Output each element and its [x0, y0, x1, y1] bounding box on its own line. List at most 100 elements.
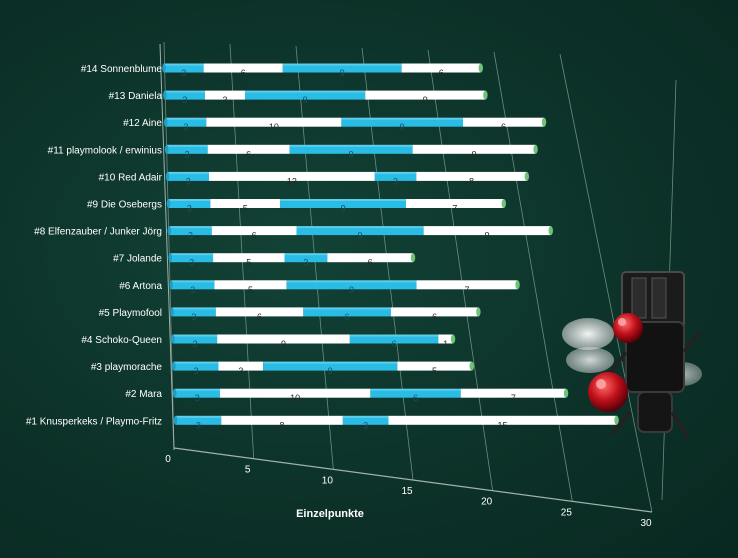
segment-value-label: 9: [485, 231, 490, 241]
segment-value-label: 9: [303, 95, 308, 105]
bar-segment-highlight: [245, 90, 366, 93]
x-tick-label: 20: [481, 497, 493, 508]
bar-segment-highlight: [172, 307, 216, 310]
bar-segment: [374, 171, 417, 181]
segment-value-label: 3: [238, 366, 243, 376]
bar-segment: [211, 226, 297, 236]
category-label: #8 Elfenzauber / Junker Jörg: [34, 227, 162, 238]
bar-segment-highlight: [167, 171, 210, 174]
segment-value-label: 9: [341, 204, 346, 214]
bar-segment: [169, 226, 212, 236]
segment-value-label: 8: [469, 176, 474, 186]
bar-segment: [204, 90, 246, 100]
x-tick-label: 15: [401, 486, 413, 497]
segment-value-label: 9: [358, 231, 363, 241]
bar-segment-highlight: [164, 63, 204, 66]
bar-start-cap: [169, 280, 173, 290]
segment-value-label: 12: [287, 176, 297, 186]
segment-value-label: 1: [443, 339, 448, 349]
grid-line: [559, 53, 653, 513]
segment-value-label: 3: [190, 285, 195, 295]
x-tick-label: 25: [561, 507, 573, 518]
segment-value-label: 7: [452, 204, 457, 214]
bar-segment: [215, 307, 304, 317]
segment-value-label: 3: [363, 420, 368, 430]
segment-value-label: 5: [246, 258, 251, 268]
bar-segment: [172, 334, 218, 344]
bar-segment-highlight: [289, 144, 413, 147]
bar-segment: [282, 63, 402, 73]
bar-segment: [390, 307, 479, 317]
bar-segment: [167, 171, 210, 181]
bar-segment: [174, 388, 220, 398]
bar-segment: [164, 90, 205, 100]
segment-value-label: 3: [191, 312, 196, 322]
category-label: #12 Aine: [123, 118, 162, 129]
bar-segment: [327, 253, 414, 263]
category-label: #5 Playmofool: [99, 308, 162, 319]
bar-segment-highlight: [263, 361, 398, 364]
bar-segment-highlight: [172, 334, 218, 337]
segment-value-label: 15: [498, 420, 508, 430]
bar-segment: [164, 63, 204, 73]
grid-line: [493, 51, 573, 502]
bar-segment: [166, 144, 208, 154]
bar-segment: [286, 280, 417, 290]
bar-end-cap: [533, 144, 538, 154]
bar-start-cap: [168, 253, 173, 263]
bar-segment: [203, 63, 283, 73]
bar-start-cap: [170, 307, 174, 317]
bar-segment: [412, 144, 536, 154]
fly-icon: [562, 271, 702, 440]
bar-segment-highlight: [170, 253, 214, 256]
bar-segment-highlight: [171, 280, 215, 283]
bar-start-cap: [162, 63, 166, 73]
segment-value-label: 3: [196, 420, 201, 430]
bar-segment: [214, 280, 287, 290]
bar-segment: [165, 117, 207, 127]
bar-segment: [460, 388, 567, 398]
segment-value-label: 3: [184, 122, 189, 132]
segment-value-label: 6: [246, 149, 251, 159]
bar-segment-highlight: [374, 171, 417, 174]
category-label: #13 Daniela: [109, 91, 163, 102]
bar-end-cap: [524, 171, 530, 181]
segment-value-label: 9: [349, 149, 354, 159]
segment-value-label: 8: [280, 420, 285, 430]
category-label: #14 Sonnenblume: [81, 64, 163, 75]
segment-value-label: 6: [439, 68, 444, 78]
bar-segment: [217, 334, 350, 344]
segment-value-label: 6: [501, 122, 506, 132]
bar-segment: [462, 117, 545, 127]
bar-segment-highlight: [175, 415, 222, 418]
segment-value-label: 3: [194, 366, 199, 376]
bar-segment: [209, 171, 375, 181]
category-label: #9 Die Osebergs: [87, 200, 162, 211]
category-label: #10 Red Adair: [99, 172, 163, 183]
bar-end-cap: [410, 253, 416, 263]
x-tick-label: 10: [322, 475, 334, 486]
bar-segment: [341, 117, 463, 127]
segment-value-label: 6: [392, 339, 397, 349]
segment-value-label: 6: [368, 258, 373, 268]
segment-value-label: 9: [281, 339, 286, 349]
category-label: #4 Schoko-Queen: [81, 335, 162, 346]
bar-segment-highlight: [280, 199, 406, 201]
segment-value-label: 3: [185, 149, 190, 159]
bar-segment: [342, 415, 389, 425]
segment-value-label: 10: [290, 393, 300, 403]
bar-segment: [172, 307, 216, 317]
segment-value-label: 7: [465, 285, 470, 295]
segment-value-label: 6: [345, 312, 350, 322]
bar-segment: [175, 415, 222, 425]
bar-segment: [438, 334, 454, 344]
segment-value-label: 9: [349, 285, 354, 295]
segment-value-label: 3: [189, 258, 194, 268]
x-tick-label: 0: [165, 454, 171, 465]
segment-value-label: 3: [186, 176, 191, 186]
bar-segment: [221, 415, 343, 425]
bar-end-cap: [469, 361, 474, 371]
bar-start-cap: [172, 361, 176, 371]
segment-value-label: 9: [400, 122, 405, 132]
